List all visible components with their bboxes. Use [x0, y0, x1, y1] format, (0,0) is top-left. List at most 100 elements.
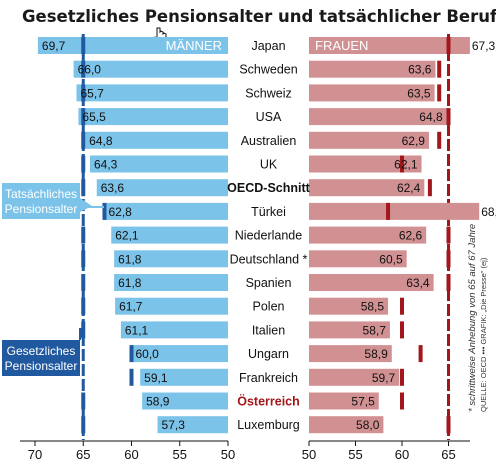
women-legal-marker [437, 84, 442, 102]
women-bar [309, 155, 422, 173]
men-legal-marker [81, 250, 86, 268]
country-label: Deutschland * [230, 252, 308, 266]
women-value-label: 62,9 [402, 134, 426, 148]
women-bar [309, 392, 379, 410]
callout-legal-box [2, 340, 80, 376]
source-text: QUELLE: OECD ••• GRAFIK: „Die Presse" (e… [479, 257, 488, 412]
women-value-label: 58,7 [363, 323, 387, 337]
women-legal-marker [446, 416, 451, 434]
men-value-label: 66,0 [78, 63, 102, 77]
women-value-label: 62,4 [397, 181, 421, 195]
chart-title: Gesetzliches Pensionsalter und tatsächli… [22, 7, 496, 26]
men-legal-marker [81, 392, 86, 410]
women-legal-marker [446, 226, 451, 244]
callout-legal-line2: Pensionsalter [5, 359, 78, 373]
men-bar [157, 416, 228, 434]
women-legal-marker [437, 131, 442, 149]
callout-legal-line1: Gesetzliches [7, 344, 76, 358]
men-value-label: 60,0 [136, 347, 160, 361]
men-legal-marker [81, 226, 86, 244]
men-legal-marker [81, 60, 86, 78]
women-value-label: 63,6 [408, 63, 432, 77]
country-label: Japan [251, 39, 285, 53]
men-value-label: 61,1 [125, 323, 149, 337]
women-bar [309, 131, 429, 149]
country-label: Spanien [246, 276, 292, 290]
men-legal-marker [81, 131, 86, 149]
women-legal-marker [400, 155, 404, 173]
men-bar [114, 274, 228, 291]
women-value-label: 58,9 [364, 347, 388, 361]
women-legal-marker [400, 321, 404, 339]
men-legal-marker [102, 202, 107, 220]
country-label: UK [260, 158, 278, 172]
men-legal-marker [81, 84, 86, 102]
men-legal-marker [129, 345, 134, 363]
women-axis-tick-label: 60 [395, 447, 409, 462]
men-value-label: 64,3 [94, 158, 118, 172]
country-label: Niederlande [235, 229, 302, 243]
women-legal-marker [446, 250, 451, 268]
women-value-label: 60,5 [379, 252, 403, 266]
women-value-label: 58,5 [361, 300, 385, 314]
men-value-label: 61,7 [119, 300, 143, 314]
women-bar [309, 368, 400, 386]
men-value-label: 65,7 [80, 86, 104, 100]
women-legal-marker [446, 108, 451, 126]
women-bar [309, 321, 390, 339]
women-legal-marker [427, 179, 432, 197]
men-axis-tick-label: 60 [124, 447, 138, 462]
callout-actual-line1: Tatsächliches [5, 187, 77, 201]
men-legal-marker [81, 274, 86, 291]
women-axis-tick-label: 55 [348, 447, 362, 462]
men-axis-tick-label: 50 [221, 447, 235, 462]
women-legal-marker [400, 368, 404, 386]
footnote-text: * schrittweise Anhebung von 65 auf 67 Ja… [467, 224, 478, 412]
women-legal-marker [446, 274, 451, 291]
men-value-label: 65,5 [82, 110, 106, 124]
women-axis-tick-label: 65 [441, 447, 455, 462]
women-value-label: 67,3 [472, 39, 496, 53]
women-value-label: 62,1 [394, 158, 418, 172]
men-value-label: 69,7 [42, 39, 66, 53]
men-bar [37, 37, 228, 54]
women-bar [309, 108, 447, 126]
men-bar [114, 250, 228, 268]
men-bar [142, 392, 228, 410]
men-value-label: 64,8 [89, 134, 113, 148]
women-bar [309, 84, 435, 102]
women-value-label: 68,3 [481, 205, 496, 219]
men-axis-tick-label: 65 [76, 447, 90, 462]
country-label: Italien [252, 323, 285, 337]
men-legal-marker [81, 297, 86, 315]
women-bar [309, 37, 470, 54]
men-bar [73, 60, 228, 78]
women-legal-marker [400, 392, 404, 410]
women-bar [309, 226, 427, 244]
men-bar [111, 226, 228, 244]
men-value-label: 57,3 [162, 418, 186, 432]
women-value-label: 59,7 [372, 371, 396, 385]
women-value-label: 63,5 [407, 86, 431, 100]
country-label: Schweden [239, 63, 297, 77]
men-bar [76, 84, 229, 102]
women-legal-marker [446, 37, 451, 54]
women-bar [309, 297, 389, 315]
men-bar [120, 321, 228, 339]
men-legal-marker [81, 179, 86, 197]
men-legal-marker [81, 416, 86, 434]
men-bar [96, 179, 228, 197]
women-bar [309, 202, 480, 220]
country-label: Ungarn [248, 347, 289, 361]
men-value-label: 59,1 [144, 371, 168, 385]
country-label: Türkei [251, 205, 286, 219]
men-value-label: 58,9 [146, 395, 170, 409]
men-axis-tick-label: 70 [28, 447, 42, 462]
women-bar [309, 179, 425, 197]
women-legal-marker [418, 345, 423, 363]
country-label: Frankreich [239, 371, 298, 385]
women-legal-marker [386, 202, 391, 220]
women-value-label: 58,0 [356, 418, 380, 432]
men-header: MÄNNER [166, 38, 222, 53]
country-label: Polen [253, 300, 285, 314]
